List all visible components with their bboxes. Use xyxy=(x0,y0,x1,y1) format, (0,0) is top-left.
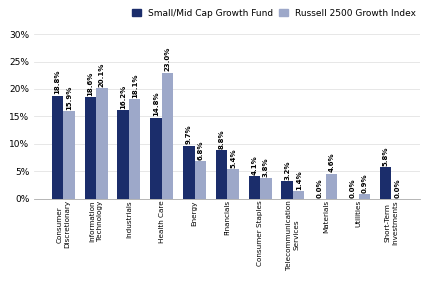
Bar xyxy=(129,99,140,199)
Text: 20.1%: 20.1% xyxy=(99,63,105,87)
Text: 0.0%: 0.0% xyxy=(394,178,400,198)
Bar xyxy=(326,174,337,199)
Text: 5.4%: 5.4% xyxy=(230,149,236,168)
Text: 23.0%: 23.0% xyxy=(164,47,170,71)
Bar xyxy=(380,167,391,199)
Text: 16.2%: 16.2% xyxy=(120,85,126,109)
Text: 0.9%: 0.9% xyxy=(361,173,367,193)
Text: 0.0%: 0.0% xyxy=(317,178,323,198)
Bar xyxy=(52,96,63,199)
Legend: Small/Mid Cap Growth Fund, Russell 2500 Growth Index: Small/Mid Cap Growth Fund, Russell 2500 … xyxy=(132,9,416,18)
Bar xyxy=(118,110,129,199)
Bar xyxy=(96,88,108,199)
Text: 14.8%: 14.8% xyxy=(153,92,159,116)
Text: 5.8%: 5.8% xyxy=(383,146,389,166)
Bar xyxy=(63,112,75,199)
Bar xyxy=(85,97,96,199)
Text: 9.7%: 9.7% xyxy=(186,125,192,145)
Text: 3.2%: 3.2% xyxy=(284,161,290,180)
Bar xyxy=(150,118,162,199)
Bar xyxy=(293,191,305,199)
Bar xyxy=(162,72,173,199)
Text: 18.1%: 18.1% xyxy=(132,74,138,98)
Text: 0.0%: 0.0% xyxy=(350,178,356,198)
Text: 1.4%: 1.4% xyxy=(296,170,302,190)
Bar xyxy=(249,176,260,199)
Text: 4.1%: 4.1% xyxy=(251,155,257,175)
Text: 18.6%: 18.6% xyxy=(88,71,94,96)
Bar xyxy=(195,162,206,199)
Bar xyxy=(260,178,272,199)
Text: 18.8%: 18.8% xyxy=(54,70,60,95)
Bar xyxy=(281,181,293,199)
Bar xyxy=(216,151,227,199)
Text: 4.6%: 4.6% xyxy=(329,153,335,172)
Bar xyxy=(183,145,195,199)
Bar xyxy=(227,169,239,199)
Text: 8.8%: 8.8% xyxy=(219,130,225,149)
Text: 15.9%: 15.9% xyxy=(66,86,72,110)
Bar xyxy=(359,194,370,199)
Text: 6.8%: 6.8% xyxy=(197,141,203,160)
Text: 3.8%: 3.8% xyxy=(263,157,269,177)
